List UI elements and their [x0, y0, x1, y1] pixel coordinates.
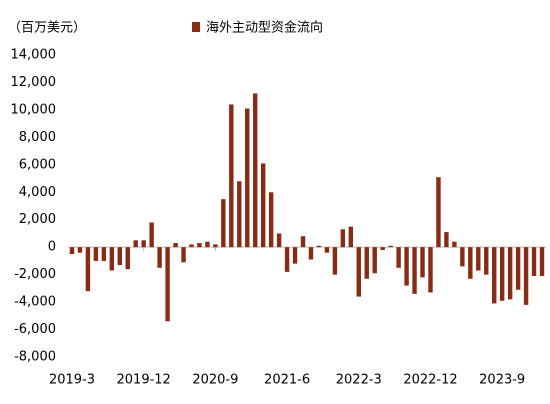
- bar: [300, 236, 306, 248]
- bar: [205, 241, 210, 248]
- bar: [133, 240, 138, 248]
- y-tick-label: 0: [48, 240, 56, 255]
- bar: [444, 232, 449, 248]
- bar: [69, 247, 75, 255]
- bar: [364, 247, 369, 279]
- bar: [468, 247, 473, 279]
- bar: [189, 244, 194, 248]
- bar: [316, 245, 322, 248]
- bar: [332, 247, 338, 275]
- bar: [85, 247, 91, 292]
- bar: [101, 247, 107, 261]
- bar: [237, 181, 242, 248]
- bar: [245, 108, 250, 248]
- bar: [396, 247, 401, 268]
- x-tick-label: 2020-9: [192, 373, 238, 388]
- x-tick-label: 2019-12: [117, 373, 171, 388]
- bar: [348, 226, 354, 248]
- y-tick-label: -6,000: [14, 322, 56, 337]
- bar: [428, 247, 433, 293]
- bar: [284, 247, 290, 272]
- bar: [324, 247, 330, 253]
- bar: [268, 192, 274, 248]
- bar: [507, 247, 513, 300]
- y-tick-label: 14,000: [11, 48, 57, 63]
- bar: [484, 247, 489, 275]
- bar: [253, 93, 258, 248]
- bar: [492, 247, 497, 304]
- bar: [149, 222, 154, 248]
- bar: [165, 247, 170, 322]
- bar: [420, 247, 425, 278]
- bar: [531, 247, 537, 277]
- bar: [380, 247, 385, 250]
- y-tick-label: 4,000: [19, 185, 56, 200]
- x-tick-label: 2022-3: [336, 373, 382, 388]
- y-tick-label: 8,000: [19, 130, 56, 145]
- bar: [340, 229, 346, 248]
- bar: [412, 247, 417, 294]
- y-tick-label: -8,000: [14, 350, 56, 365]
- x-tick-label: 2019-3: [49, 373, 95, 388]
- bar: [388, 245, 393, 248]
- bar: [476, 247, 481, 271]
- bar: [276, 233, 282, 248]
- y-axis-label: （百万美元）: [8, 21, 86, 36]
- bar: [452, 241, 457, 248]
- y-tick-label: 2,000: [19, 212, 56, 227]
- bar: [372, 247, 377, 274]
- bar: [523, 247, 529, 305]
- bar: [436, 177, 441, 248]
- x-tick-label: 2023-9: [479, 373, 525, 388]
- bar: [460, 247, 465, 267]
- bar: [539, 247, 545, 277]
- y-tick-label: 6,000: [19, 157, 56, 172]
- x-tick-label: 2022-12: [403, 373, 457, 388]
- y-tick-label: 12,000: [11, 75, 57, 90]
- bar: [221, 199, 226, 248]
- bar: [515, 247, 521, 290]
- legend-swatch: [192, 22, 200, 32]
- bar: [292, 247, 298, 264]
- bar: [356, 247, 361, 297]
- bar: [499, 247, 505, 301]
- bar: [181, 247, 186, 263]
- bar: [213, 244, 218, 248]
- y-tick-label: 10,000: [11, 102, 57, 117]
- y-tick-label: -4,000: [14, 295, 56, 310]
- bar: [141, 240, 146, 248]
- bar: [404, 247, 409, 286]
- x-tick-label: 2021-6: [264, 373, 310, 388]
- bar: [308, 247, 314, 260]
- bar: [93, 247, 99, 261]
- y-tick-label: -2,000: [14, 267, 56, 282]
- bar: [260, 163, 266, 248]
- bar: [77, 247, 83, 253]
- bar: [157, 247, 162, 268]
- bar: [109, 247, 115, 271]
- bar: [173, 243, 178, 248]
- legend-label: 海外主动型资金流向: [206, 20, 323, 36]
- bar: [125, 247, 130, 270]
- bar: [197, 243, 202, 248]
- bar: [117, 247, 122, 266]
- bar: [229, 104, 234, 248]
